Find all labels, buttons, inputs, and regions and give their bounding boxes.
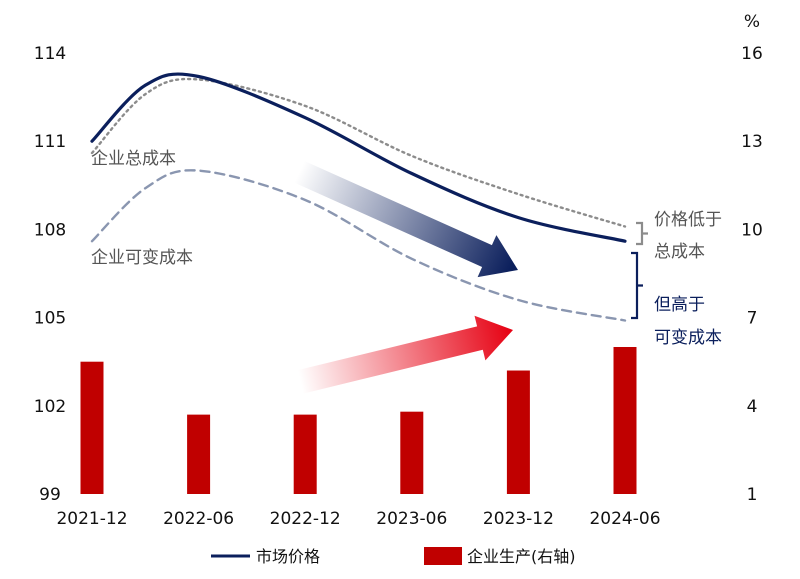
production-bar [187,414,211,494]
legend-label-production: 企业生产(右轴) [467,547,576,566]
label-variable-cost: 企业可变成本 [91,248,193,268]
left-tick-label: 99 [39,485,61,505]
production-bar [80,361,104,494]
right-tick-label: 7 [747,309,758,329]
left-tick-label: 111 [34,132,66,152]
right-tick-label: 10 [741,220,763,240]
legend-bar-swatch [424,547,462,565]
annotation-navy-line-1: 但高于 [654,295,705,315]
right-tick-label: 4 [747,397,758,417]
left-axis: 99 102 105 108 111 114 [34,44,66,505]
right-tick-label: 1 [747,485,758,505]
bracket-gray [636,221,648,246]
x-tick-label: 2023-06 [376,509,447,529]
production-bar [506,370,530,494]
right-tick-label: 16 [741,44,763,64]
total-cost-line [90,77,627,228]
annotations: 价格低于 总成本 但高于 可变成本 [654,210,722,348]
production-bar [400,411,424,494]
left-tick-label: 114 [34,44,66,64]
x-tick-label: 2022-06 [163,509,234,529]
left-tick-label: 105 [34,309,66,329]
left-tick-label: 102 [34,397,66,417]
x-tick-label: 2022-12 [270,509,341,529]
brackets [631,221,648,320]
annotation-navy-line-2: 可变成本 [654,328,722,348]
right-axis-unit: % [744,12,760,32]
x-tick-label: 2023-12 [483,509,554,529]
legend-label-market-price: 市场价格 [256,547,320,566]
x-axis: 2021-12 2022-06 2022-12 2023-06 2023-12 2024-… [56,509,660,529]
production-bar [613,347,637,494]
right-tick-label: 13 [741,132,763,152]
annotation-gray-line-1: 价格低于 [654,210,722,230]
downward-trend-arrow [277,153,518,278]
bracket-navy [631,251,643,320]
left-tick-label: 108 [34,220,66,240]
x-tick-label: 2021-12 [56,509,127,529]
variable-cost-line [90,169,627,322]
bars-layer [80,347,637,494]
series-labels: 企业总成本 企业可变成本 [91,149,193,268]
market-price-line [90,72,627,243]
annotation-gray-line-2: 总成本 [654,242,705,262]
production-bar [293,414,317,494]
lines-layer [90,72,627,322]
right-axis: 1 4 7 10 13 16 [741,44,763,505]
legend: 市场价格 企业生产(右轴) [211,547,576,566]
upward-trend-arrow [297,315,513,394]
label-total-cost: 企业总成本 [91,149,176,169]
x-tick-label: 2024-06 [589,509,660,529]
arrows-layer [277,153,518,394]
